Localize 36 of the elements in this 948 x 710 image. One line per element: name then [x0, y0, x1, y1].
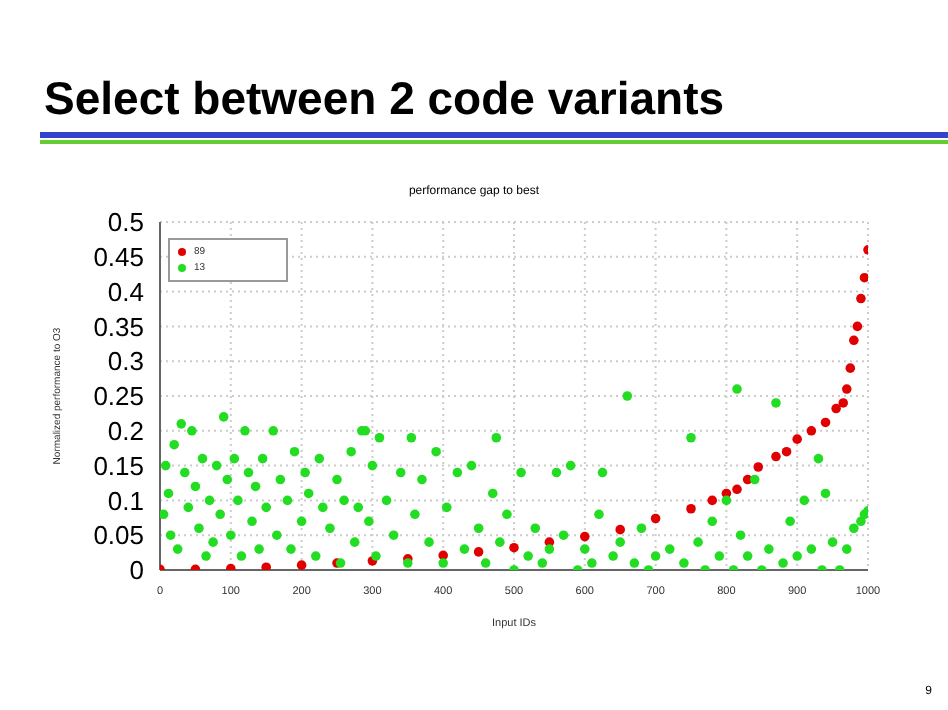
y-tick-label: 0.4	[107, 276, 144, 307]
y-tick-label: 0.5	[107, 207, 144, 238]
point	[781, 446, 792, 457]
point	[838, 398, 849, 408]
point	[820, 417, 831, 428]
y-tick-label: 0.25	[93, 381, 144, 412]
point	[852, 321, 863, 332]
point	[831, 403, 841, 414]
y-tick-label: 0.2	[107, 416, 144, 447]
point	[732, 484, 742, 495]
y-tick-label: 0.45	[93, 242, 144, 273]
point	[707, 495, 718, 506]
point	[792, 434, 802, 444]
point	[261, 562, 271, 570]
point	[509, 542, 519, 553]
point	[296, 560, 307, 570]
y-tick-label: 0.05	[93, 520, 144, 551]
y-tick-label: 0.15	[93, 450, 144, 481]
point	[473, 547, 484, 557]
point	[841, 384, 852, 394]
point	[856, 293, 866, 304]
point	[806, 426, 817, 436]
point	[845, 363, 856, 373]
point	[615, 524, 625, 535]
point	[859, 272, 868, 283]
y-tick-label: 0.35	[93, 311, 144, 342]
point	[771, 451, 781, 462]
point	[686, 503, 696, 514]
point	[650, 513, 661, 524]
point	[226, 563, 236, 570]
point	[580, 531, 590, 542]
chart-title: Select between 2 code variants	[44, 72, 725, 126]
point	[753, 462, 764, 472]
point	[849, 335, 859, 346]
y-tick-label: 0.1	[107, 485, 144, 516]
y-tick-label: 0.3	[107, 346, 144, 377]
